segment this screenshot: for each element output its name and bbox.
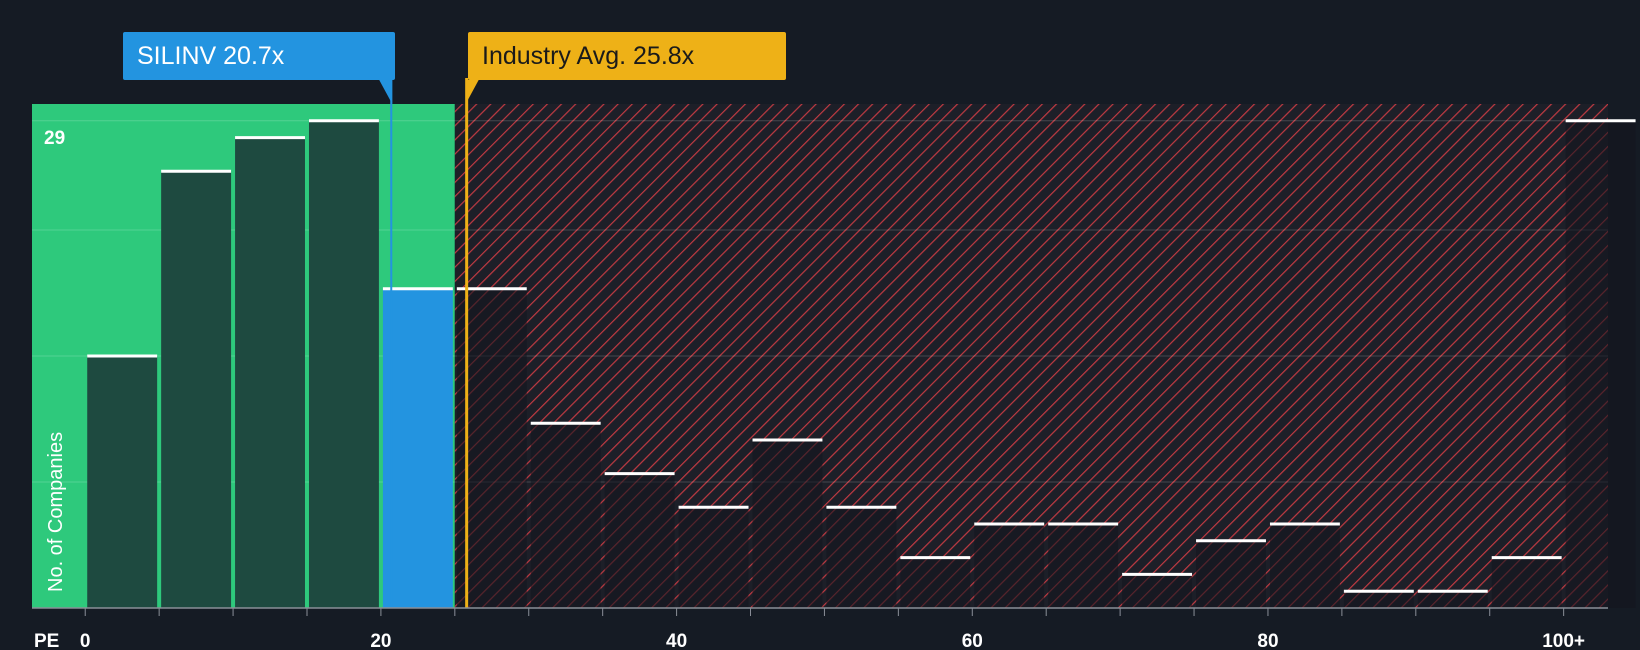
histogram-bar [678, 507, 749, 608]
histogram-bar [974, 524, 1045, 608]
industry-average-callout: Industry Avg. 25.8x [468, 32, 786, 80]
histogram-bar [87, 356, 158, 608]
histogram-bar [1565, 120, 1636, 609]
x-tick-label: 100+ [1542, 631, 1585, 650]
x-axis-label: PE [34, 631, 59, 650]
x-tick-label: 0 [80, 631, 91, 650]
histogram-bar [456, 288, 527, 608]
histogram-bar [1491, 557, 1562, 608]
x-tick-label: 40 [666, 631, 687, 650]
histogram-bar [752, 440, 823, 608]
y-max-label: 29 [44, 128, 65, 149]
histogram-bar [235, 137, 305, 608]
histogram-bar [1196, 540, 1266, 608]
histogram-bar [826, 507, 897, 608]
histogram-bar [161, 171, 232, 608]
histogram-bar [1343, 591, 1414, 608]
x-tick-label: 20 [370, 631, 391, 650]
company-callout-pointer [379, 80, 393, 104]
y-axis-label: No. of Companies [45, 432, 67, 592]
x-tick-label: 80 [1257, 631, 1278, 650]
histogram-bar [1122, 574, 1193, 608]
histogram-bar [900, 557, 971, 608]
histogram-bar [382, 288, 453, 608]
histogram-bar [604, 473, 675, 608]
histogram-bar [530, 423, 601, 608]
histogram-bar [1269, 524, 1340, 608]
company-pe-callout: SILINV 20.7x [123, 32, 395, 80]
histogram-bar [308, 120, 379, 609]
industry-callout-pointer [465, 80, 479, 104]
x-tick-label: 60 [962, 631, 983, 650]
histogram-bar [1048, 524, 1119, 608]
histogram-bar [1417, 591, 1488, 608]
